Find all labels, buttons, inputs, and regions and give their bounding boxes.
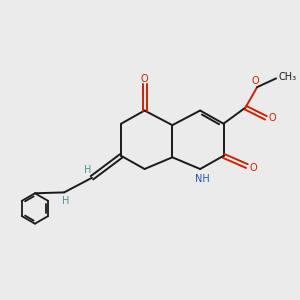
Text: H: H xyxy=(62,196,69,206)
Text: O: O xyxy=(141,74,148,84)
Text: NH: NH xyxy=(195,174,210,184)
Text: O: O xyxy=(250,163,257,172)
Text: O: O xyxy=(268,113,276,123)
Text: O: O xyxy=(252,76,260,86)
Text: H: H xyxy=(84,165,91,175)
Text: CH₃: CH₃ xyxy=(278,72,296,82)
